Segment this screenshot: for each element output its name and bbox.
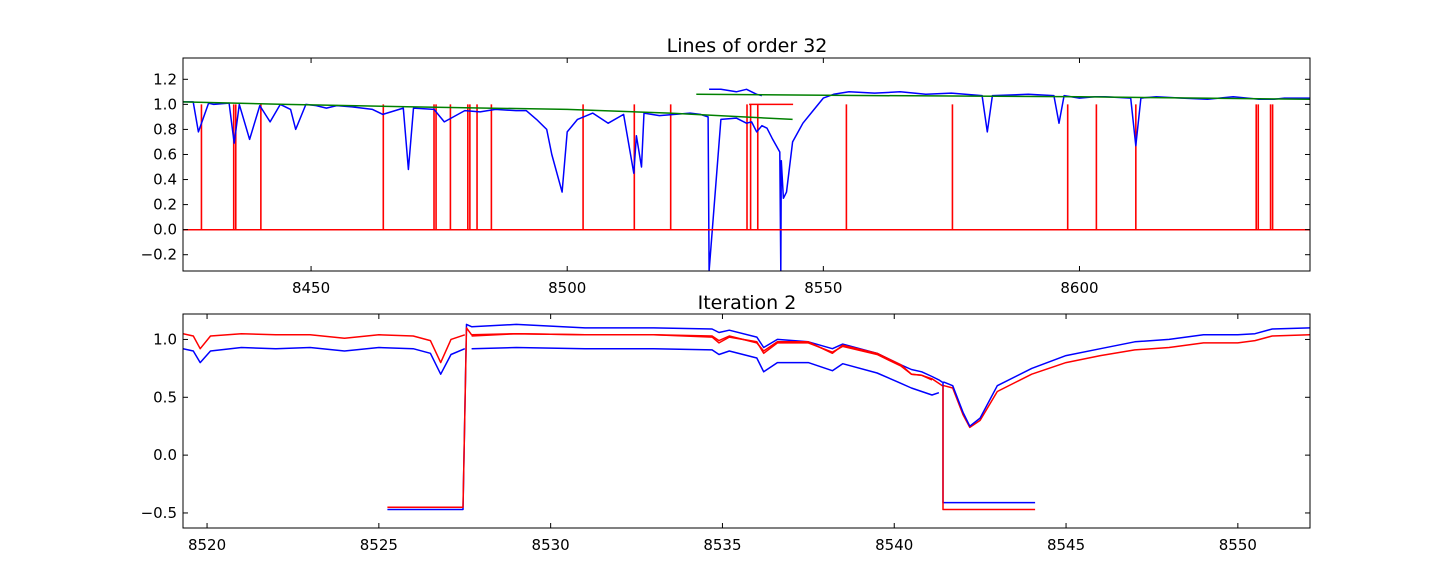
chart-title: Iteration 2 <box>698 292 797 314</box>
y-tick-label: 0.0 <box>153 221 177 239</box>
series-line <box>942 334 1310 429</box>
series-line <box>387 323 943 511</box>
series-line <box>183 346 466 375</box>
series-line <box>471 332 933 381</box>
x-tick-label: 8550 <box>1219 536 1257 554</box>
series-line <box>709 88 763 97</box>
series-line <box>696 93 1310 101</box>
y-tick-label: 1.2 <box>153 70 177 88</box>
series-line <box>183 101 793 121</box>
y-tick-label: −0.2 <box>141 246 177 264</box>
y-tick-label: 0.8 <box>153 120 177 138</box>
x-tick-label: 8530 <box>532 536 570 554</box>
panel-iteration: Iteration 2 8520 8525 8530 8535 8540 8545 8550… <box>141 292 1311 554</box>
chart-title: Lines of order 32 <box>667 35 828 57</box>
axes-frame <box>182 57 1311 272</box>
x-tick-label: 8520 <box>188 536 226 554</box>
x-tick-label: 8600 <box>1060 279 1098 297</box>
y-tick-label: 0.6 <box>153 145 177 163</box>
x-tick-label: 8535 <box>703 536 741 554</box>
y-tick-label: 0.2 <box>153 196 177 214</box>
x-tick-label: 8525 <box>360 536 398 554</box>
y-tick-label: −0.5 <box>141 504 177 522</box>
panel-lines-of-order: Lines of order 32 8450 8500 8550 8600 −0.2 0.… <box>141 35 1311 297</box>
series-group <box>183 88 1310 271</box>
x-tick-label: 8500 <box>548 279 586 297</box>
series-line <box>942 385 1036 511</box>
series-line <box>471 346 940 396</box>
axes-frame <box>182 313 1311 529</box>
y-tick-label: 1.0 <box>153 330 177 348</box>
x-tick-label: 8450 <box>292 279 330 297</box>
x-tick-label: 8545 <box>1047 536 1085 554</box>
x-tick-label: 8540 <box>875 536 913 554</box>
y-tick-label: 0.0 <box>153 446 177 464</box>
series-line <box>942 327 1310 427</box>
x-tick-label: 8550 <box>804 279 842 297</box>
y-tick-label: 0.4 <box>153 171 177 189</box>
y-tick-label: 1.0 <box>153 95 177 113</box>
series-line <box>183 332 466 364</box>
y-tick-label: 0.5 <box>153 388 177 406</box>
plot-area: 8520 8525 8530 8535 8540 8545 8550 −0.5 0.0 0.5 1.… <box>141 313 1311 554</box>
series-group <box>183 323 1310 511</box>
plot-area: 8450 8500 8550 8600 −0.2 0.0 0.2 0.4 0.6 0.8 1.0 1.… <box>141 57 1311 297</box>
